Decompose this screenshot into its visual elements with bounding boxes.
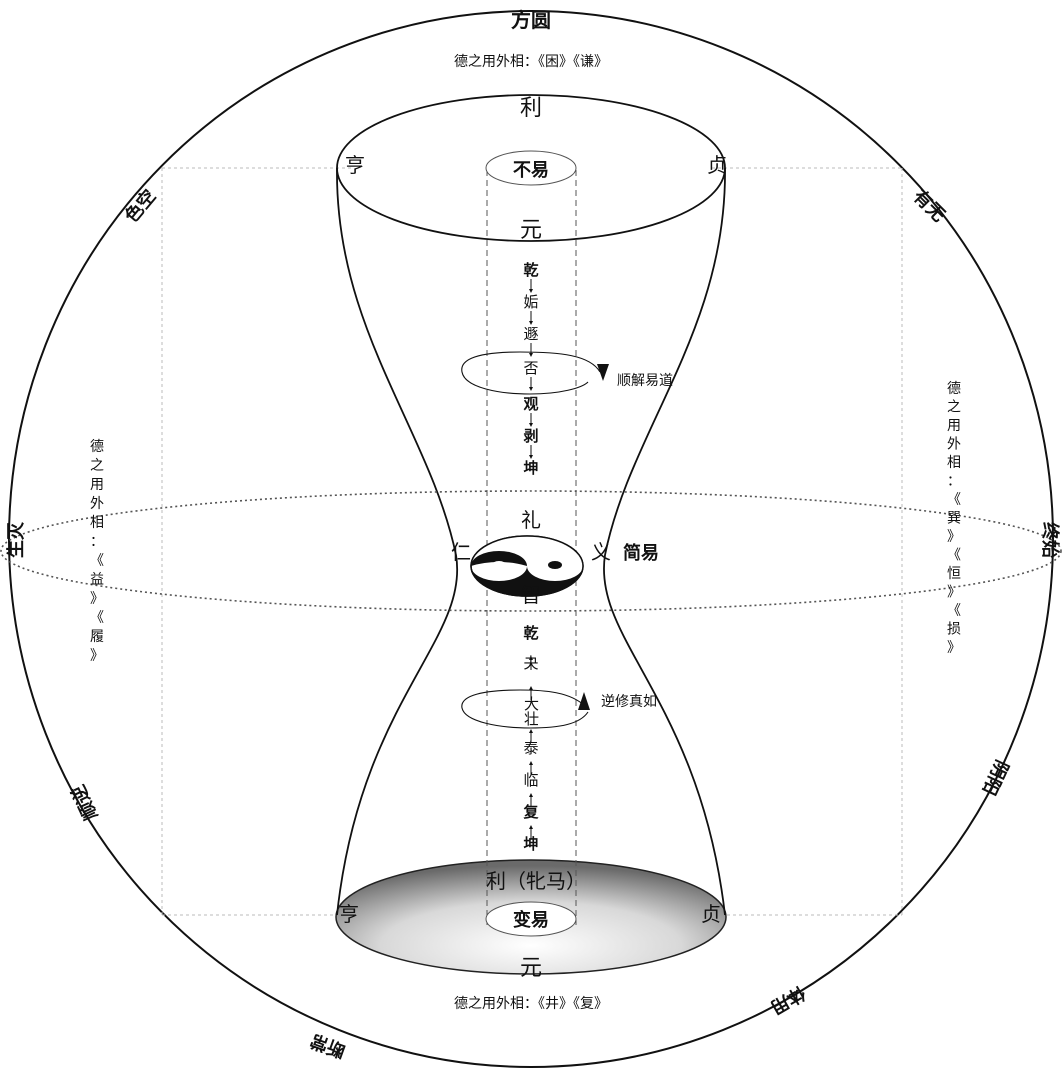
upper-chain-item: 观 xyxy=(523,395,538,413)
lower-loop-label: 逆修真如 xyxy=(601,694,657,710)
central-cylinder xyxy=(486,170,577,925)
upper-right-label: 贞 xyxy=(707,153,727,177)
outer-upper-left-label: 色空 xyxy=(120,185,160,227)
lower-left-label: 亨 xyxy=(339,902,359,926)
upper-loop-label: 顺解易道 xyxy=(617,373,673,389)
lower-chain-item: 复 xyxy=(522,803,539,821)
lower-chain-item: 坤 xyxy=(523,835,538,853)
vertical-char: 相 xyxy=(947,455,961,471)
upper-chain-item: 姤 xyxy=(523,293,538,311)
lower-center-label: 变易 xyxy=(513,909,549,931)
vertical-char: 之 xyxy=(947,400,961,416)
upper-chain: 乾 姤 遯 否 观 剥 坤 xyxy=(523,261,538,477)
upper-center-oval xyxy=(485,150,577,186)
lower-chain-item: 大壮 xyxy=(522,696,540,726)
upper-chain-item: 坤 xyxy=(523,459,538,477)
lower-chain-item: 临 xyxy=(523,771,538,789)
vertical-char: 》 xyxy=(90,648,104,664)
upper-top-label: 利 xyxy=(520,96,542,121)
outer-circle xyxy=(8,10,1054,1068)
hourglass-right-side xyxy=(603,167,726,916)
lower-top-label: 利（牝马） xyxy=(486,869,586,893)
inner-frame xyxy=(161,167,903,916)
outer-upper-right-label: 有无 xyxy=(909,185,950,226)
vertical-char: 用 xyxy=(90,477,104,493)
upper-left-label: 亨 xyxy=(345,153,365,177)
vertical-char: 履 xyxy=(90,629,104,645)
vertical-char: 《 xyxy=(947,548,961,564)
vertical-char: 》 xyxy=(947,640,961,656)
hourglass-left-side xyxy=(336,167,459,916)
vertical-char: 之 xyxy=(90,458,104,474)
outer-left-label: 生灭 xyxy=(5,521,27,558)
vertical-char: 用 xyxy=(947,418,961,434)
vertical-char: 《 xyxy=(90,553,104,569)
upper-loop xyxy=(461,351,601,395)
vertical-char: 外 xyxy=(947,437,961,453)
vertical-char: 《 xyxy=(947,492,961,508)
taiji-icon xyxy=(470,535,584,597)
outer-bottom-right-label: 体用 xyxy=(767,982,809,1019)
outer-right-label: 终始 xyxy=(1039,522,1061,558)
vertical-char: 恒 xyxy=(947,566,961,582)
lower-chain-item: 泰 xyxy=(523,739,538,757)
lower-loop-pointer xyxy=(578,692,590,710)
vertical-char: 》 xyxy=(90,591,104,607)
upper-chain-item: 遯 xyxy=(523,325,538,343)
de-right-vertical: 德之用外相：《巽》《恒》《损》 xyxy=(947,381,961,656)
vertical-char: 益 xyxy=(90,572,104,588)
vertical-char: 》 xyxy=(947,529,961,545)
vertical-char: ： xyxy=(90,534,104,550)
middle-left-label: 仁 xyxy=(451,540,471,564)
lower-center-oval xyxy=(485,901,577,937)
vertical-char: 《 xyxy=(947,603,961,619)
middle-right-label: 义 xyxy=(591,540,611,564)
upper-loop-pointer xyxy=(597,364,609,381)
outer-bottom-left-label: 断常 xyxy=(307,1029,348,1062)
vertical-char: 德 xyxy=(90,439,104,455)
outer-top-label: 方圆 xyxy=(511,8,551,32)
lower-chain-item: 夬 xyxy=(523,654,538,672)
outer-lower-left-label: 顺逆 xyxy=(67,782,102,824)
middle-label: 简易 xyxy=(623,542,659,564)
lower-bottom-label: 元 xyxy=(520,956,542,981)
middle-top-label: 礼 xyxy=(521,508,541,532)
vertical-char: ： xyxy=(947,474,961,490)
middle-bottom-label: 智 xyxy=(521,583,541,607)
upper-bottom-label: 元 xyxy=(520,218,542,243)
upper-chain-item: 否 xyxy=(523,359,538,377)
outer-lower-right-label: 阴阳 xyxy=(978,757,1012,799)
upper-ellipse xyxy=(336,94,726,242)
vertical-char: 德 xyxy=(947,381,961,397)
vertical-char: 相 xyxy=(90,515,104,531)
vertical-char: 》 xyxy=(947,585,961,601)
upper-chain-item: 乾 xyxy=(523,261,538,279)
vertical-char: 巽 xyxy=(947,511,961,527)
vertical-char: 损 xyxy=(947,622,961,638)
upper-chain-item: 剥 xyxy=(523,427,538,445)
de-left-vertical: 德之用外相：《益》《履》 xyxy=(90,439,104,664)
lower-chain: 乾 夬 大壮 泰 临 复 坤 xyxy=(522,624,540,853)
lower-chain-item: 乾 xyxy=(523,624,538,642)
lower-right-label: 贞 xyxy=(701,902,721,926)
vertical-char: 《 xyxy=(90,610,104,626)
lower-loop xyxy=(461,689,589,729)
upper-center-label: 不易 xyxy=(513,160,549,181)
middle-dotted-ellipse xyxy=(0,490,1062,612)
de-top-label: 德之用外相：《困》《谦》 xyxy=(454,54,608,70)
de-bottom-label: 德之用外相：《井》《复》 xyxy=(454,995,608,1012)
vertical-char: 外 xyxy=(90,496,104,512)
